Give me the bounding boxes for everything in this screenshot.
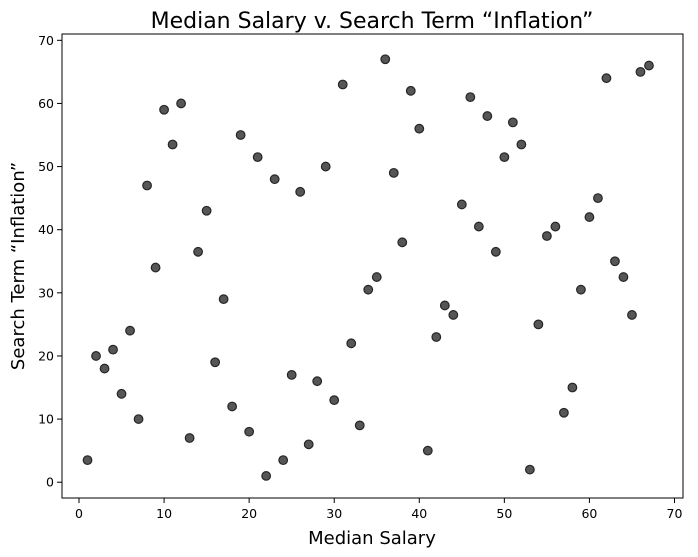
data-point (184, 433, 195, 443)
data-point (201, 205, 212, 216)
data-point (363, 284, 374, 295)
x-tick-label: 50 (496, 506, 512, 521)
data-point (405, 85, 416, 96)
data-point (252, 152, 263, 163)
data-point (278, 455, 289, 466)
data-point (414, 123, 425, 134)
x-tick-label: 60 (581, 506, 597, 521)
data-point (346, 338, 357, 349)
y-axis-label: Search Term “Inflation” (8, 162, 29, 370)
data-point (125, 325, 135, 336)
data-point (320, 161, 331, 172)
data-point (99, 363, 110, 374)
data-point (507, 117, 518, 128)
data-point (142, 180, 152, 191)
data-point (397, 237, 408, 248)
data-point (516, 139, 527, 150)
data-point (167, 139, 178, 150)
data-point (431, 332, 442, 342)
data-point (610, 256, 620, 267)
data-point (550, 221, 561, 232)
data-point (354, 420, 365, 431)
x-tick-label: 40 (411, 506, 427, 521)
y-tick-label: 70 (38, 33, 54, 48)
y-tick-label: 30 (38, 285, 54, 300)
x-tick-label: 70 (667, 506, 683, 521)
data-point (627, 310, 637, 320)
data-points (82, 54, 654, 481)
data-point (644, 60, 654, 71)
data-point (176, 98, 186, 109)
data-point (193, 246, 204, 257)
data-point (337, 79, 348, 90)
data-point (567, 382, 578, 393)
data-point (635, 66, 646, 77)
x-tick-label: 20 (241, 506, 257, 521)
data-point (448, 310, 459, 320)
y-tick-label: 0 (46, 475, 54, 490)
data-point (524, 464, 535, 475)
data-point (244, 426, 255, 437)
y-tick-label: 40 (38, 222, 54, 237)
x-axis: 0 10 20 30 40 50 60 70 (75, 498, 682, 521)
x-tick-label: 30 (326, 506, 342, 521)
y-tick-label: 20 (38, 348, 54, 363)
data-point (601, 73, 612, 84)
data-point (133, 414, 144, 424)
data-point (159, 104, 169, 115)
x-tick-label: 0 (75, 506, 83, 521)
data-point (576, 284, 586, 295)
data-point (473, 221, 484, 232)
data-point (82, 455, 93, 466)
chart-title: Median Salary v. Search Term “Inflation” (151, 9, 594, 34)
data-point (559, 407, 569, 418)
plot-frame (61, 33, 684, 499)
data-point (91, 351, 101, 361)
data-point (422, 445, 433, 456)
data-point (456, 199, 467, 210)
data-point (150, 262, 161, 273)
data-point (116, 388, 127, 399)
data-point (593, 193, 603, 204)
data-point (533, 319, 544, 330)
x-tick-label: 10 (156, 506, 172, 521)
data-point (439, 300, 450, 311)
data-point (499, 152, 510, 163)
data-point (380, 54, 391, 65)
data-point (235, 130, 246, 140)
y-tick-label: 60 (38, 96, 54, 111)
data-point (541, 231, 552, 241)
data-point (286, 369, 297, 380)
data-point (218, 294, 229, 305)
data-point (227, 401, 238, 412)
x-axis-label: Median Salary (308, 528, 436, 549)
data-point (295, 186, 306, 197)
data-point (584, 212, 595, 222)
y-tick-label: 50 (38, 159, 54, 174)
data-point (261, 471, 272, 481)
data-point (388, 167, 399, 178)
data-point (108, 344, 118, 355)
data-point (312, 376, 323, 387)
data-point (482, 111, 493, 121)
data-point (210, 357, 221, 368)
data-point (371, 272, 382, 282)
data-point (303, 439, 314, 450)
data-point (329, 395, 340, 406)
y-tick-label: 10 (38, 412, 54, 427)
data-point (269, 174, 280, 185)
data-point (490, 246, 501, 257)
data-point (618, 272, 629, 282)
data-point (465, 92, 476, 103)
y-axis: 0 10 20 30 40 50 60 70 (38, 33, 62, 490)
